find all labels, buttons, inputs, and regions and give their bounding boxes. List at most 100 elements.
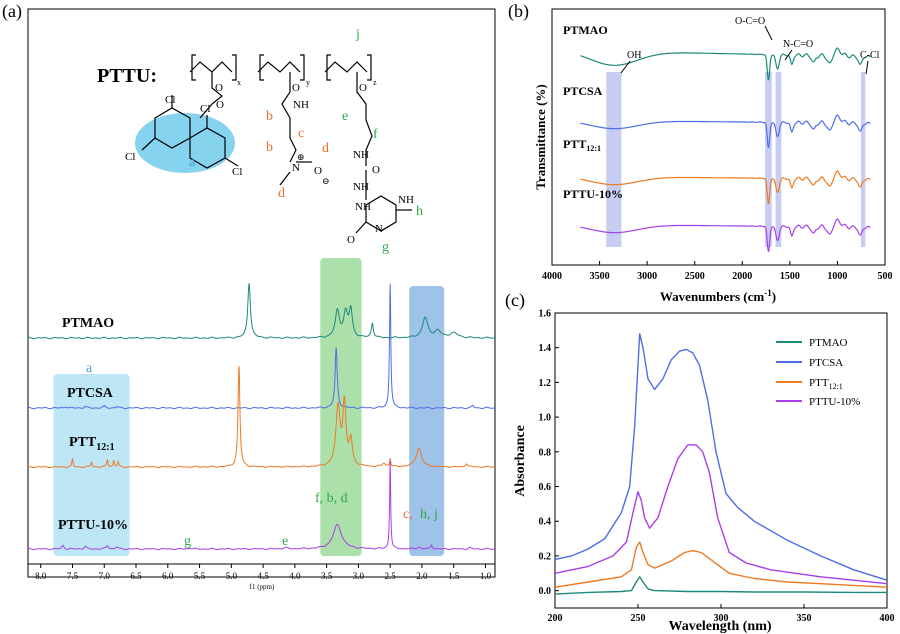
ir-line-ptt	[580, 170, 871, 205]
nmr-tick-label: 3.0	[353, 571, 365, 581]
atom-cl-2: Cl	[125, 151, 135, 163]
ir-band-nco	[775, 72, 782, 247]
ir-line-ptmao	[580, 47, 871, 81]
nmr-annotation-g: g	[184, 534, 191, 549]
structure-title: PTTU:	[97, 65, 157, 87]
nmr-tick-label: 3.5	[321, 571, 333, 581]
subscript-x: x	[237, 78, 241, 87]
ether-bond	[199, 103, 213, 119]
atom-cl-1: Cl	[165, 94, 175, 106]
uv-x-tick-label: 300	[714, 613, 729, 624]
uv-x-tick-label: 350	[797, 613, 812, 624]
legend-label-ptt: PTT12:1	[809, 377, 843, 391]
nmr-x-label: f1 (ppm)	[250, 583, 275, 591]
pttu-structure	[135, 54, 412, 234]
nmr-annotation-hj: h, j	[420, 507, 438, 522]
nmr-label-pttu: PTTU-10%	[58, 518, 128, 533]
structure-letters: a b b c d d e f g h j	[189, 27, 423, 255]
panel-c-label: (c)	[505, 290, 525, 311]
nmr-label-ptcsa: PTCSA	[67, 386, 114, 401]
legend-label-pttu: PTTU-10%	[809, 396, 860, 408]
uv-spectra	[554, 333, 888, 595]
ir-arrow-ccl	[865, 60, 869, 75]
n-methyl-bond	[279, 171, 291, 186]
nmr-annotation-e: e	[282, 534, 288, 549]
nmr-line-ptcsa	[28, 283, 495, 410]
aromatic-highlight-ellipse	[135, 113, 235, 173]
nmr-tick-label: 5.5	[194, 571, 206, 581]
atom-cl-3: Cl	[200, 103, 210, 115]
atom-o-3: O	[292, 82, 300, 94]
nmr-line-pttu-10	[28, 461, 495, 551]
uv-y-tick-label: 0.4	[539, 517, 552, 528]
uv-y-tick-label: 1.6	[539, 309, 552, 320]
uv-line-ptt	[554, 541, 888, 588]
letter-d1: d	[322, 141, 329, 156]
letter-f: f	[373, 127, 378, 142]
nmr-band-aromatic	[53, 374, 130, 556]
nmr-line-ptt	[28, 365, 495, 469]
nmr-tick-label: 7.0	[99, 571, 111, 581]
uv-y-tick-label: 1.0	[539, 413, 552, 424]
ir-tick-label: 3500	[590, 271, 610, 282]
atom-nh-1: NH	[293, 99, 309, 111]
letter-b2: b	[266, 140, 273, 155]
ir-arrow-oco	[764, 25, 773, 41]
ir-spectra	[580, 47, 871, 253]
atom-nh-2: NH	[353, 149, 369, 161]
sidechain-z-bond	[356, 72, 373, 166]
nmr-tick-label: 2.0	[416, 571, 428, 581]
ir-arrow-oh	[620, 60, 631, 74]
nmr-tick-label: 2.5	[385, 571, 397, 581]
nmr-tick-label: 6.5	[130, 571, 142, 581]
nmr-annotation-fbd: f, b, d	[315, 491, 348, 506]
atom-o-7: O	[347, 234, 355, 246]
backbone-x	[189, 61, 233, 73]
letter-a: a	[189, 155, 196, 170]
ir-ann-nco: N-C=O	[783, 39, 813, 50]
uv-x-tick-label: 400	[880, 613, 895, 624]
legend-label-ptmao: PTMAO	[809, 337, 848, 349]
ir-tick-label: 500	[878, 271, 893, 282]
ir-tick-label: 4000	[542, 271, 562, 282]
nmr-label-ptt: PTT12:1	[69, 435, 115, 453]
subscript-z: z	[373, 78, 377, 87]
atom-o-4: O	[359, 82, 367, 94]
letter-d2: d	[278, 186, 285, 201]
uv-x-tick-label: 250	[631, 613, 646, 624]
ir-band-oh	[606, 72, 622, 247]
structure-text: PTTU: x y z O O O O NH N O NH O NH NH N …	[97, 65, 414, 246]
nmr-line-ptmao	[28, 283, 495, 340]
ir-tick-label: 3000	[637, 271, 657, 282]
ir-tick-label: 1000	[827, 271, 847, 282]
uv-y-tick-label: 1.4	[539, 343, 552, 354]
nmr-tick-label: 5.0	[226, 571, 238, 581]
nmr-tick-label: 1.5	[448, 571, 460, 581]
uv-y-tick-label: 0.2	[539, 551, 552, 562]
ir-band-ccl	[860, 72, 866, 247]
atom-o-6: O	[372, 164, 380, 176]
sidechain-x-bond	[211, 72, 223, 105]
ir-line-pttu-10	[580, 218, 871, 253]
panel-b-frame	[551, 8, 886, 266]
nmr-tick-label: 6.0	[162, 571, 174, 581]
letter-g: g	[382, 240, 389, 255]
letter-c: c	[298, 126, 304, 141]
uv-line-ptcsa	[554, 333, 888, 581]
nmr-annotation-a: a	[86, 361, 93, 376]
nmr-x-axis: 8.0 7.5 7.0 6.5 6.0 5.5 5.0 4.5 4.0 3.5 3.0 2.5 2.0 1…	[28, 563, 495, 591]
atom-nh-5: NH	[355, 201, 371, 213]
ir-tick-label: 2500	[685, 271, 705, 282]
ir-label-ptcsa: PTCSA	[563, 84, 603, 98]
charge-minus: ⊖	[322, 176, 330, 186]
nmr-tick-label: 1.0	[480, 571, 492, 581]
nmr-tick-label: 4.5	[257, 571, 269, 581]
nmr-tick-label: 7.5	[67, 571, 79, 581]
atom-nh-3: NH	[353, 181, 369, 193]
panel-a-frame	[27, 8, 496, 578]
bracket-z	[326, 54, 372, 81]
nmr-annotation-c: c,	[403, 507, 413, 522]
ir-ann-ccl: C-Cl	[860, 50, 880, 61]
subscript-y: y	[306, 78, 310, 87]
